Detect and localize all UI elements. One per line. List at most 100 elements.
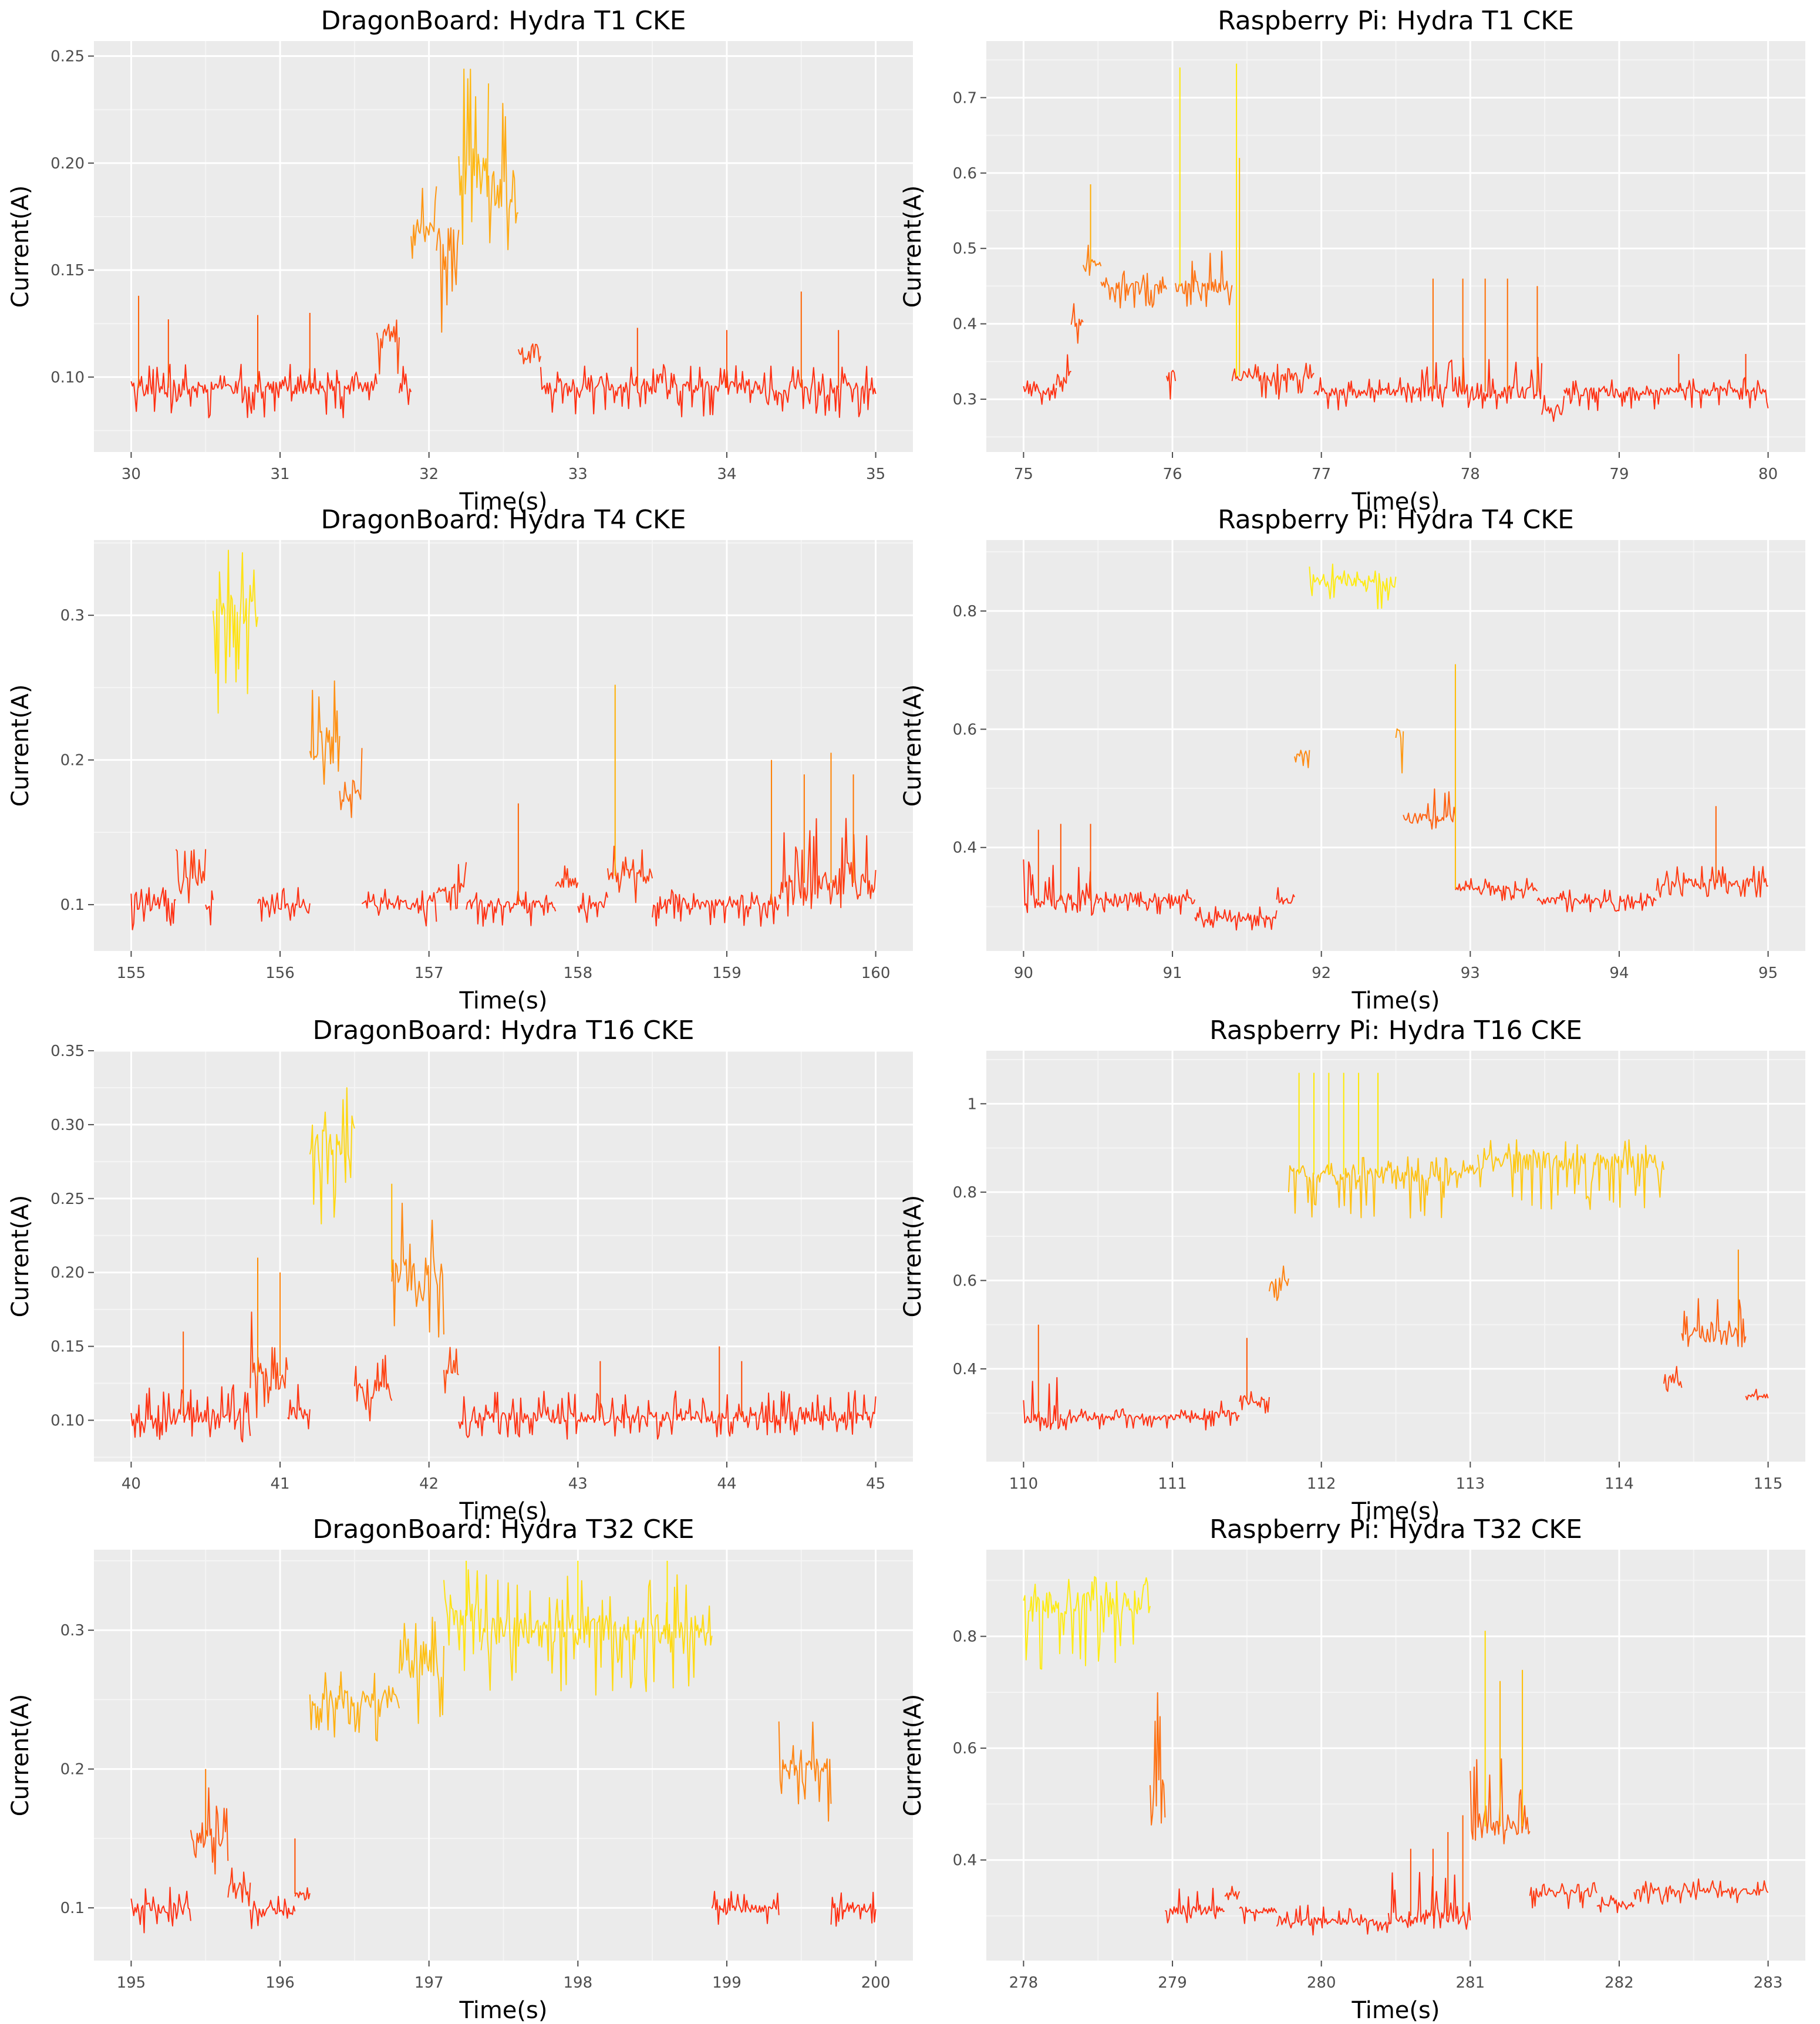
chart-title: DragonBoard: Hydra T4 CKE [321,505,686,535]
trace-segment-7 [1395,728,1404,774]
trace-segment-5 [1268,1265,1289,1301]
trace-segment-8 [1231,362,1315,400]
current-trace-series [130,549,877,930]
chart-panel-2: 75 76 77 78 79 80 0.3 0.4 0.5 0.6 0.7 Raspberry Pi:… [899,6,1805,515]
y-axis-label: Current(A) [899,1195,926,1318]
trace-segment-5 [1294,750,1310,768]
y-axis-label: Current(A) [7,185,34,308]
x-tick-label: 80 [1758,465,1778,483]
trace-segment-6 [458,68,490,245]
y-axis-label: Current(A) [899,1694,926,1817]
y-tick-label: 0.8 [953,603,977,620]
trace-segment-12 [830,1891,877,1927]
trace-segment-7 [1175,251,1233,308]
chart-title: Raspberry Pi: Hydra T1 CKE [1218,6,1574,36]
trace-segment-4 [212,549,258,714]
trace-segment-3 [1070,303,1084,344]
x-tick-label: 283 [1754,1974,1783,1992]
trace-segment-1 [130,1384,251,1443]
trace-segment-8 [1403,788,1456,830]
x-tick-label: 40 [122,1475,141,1493]
trace-segment-4 [1224,1885,1241,1901]
x-tick-label: 90 [1014,964,1033,982]
trace-segment-3 [1165,1887,1225,1924]
x-tick-label: 94 [1609,964,1629,982]
y-tick-label: 0.3 [953,391,977,409]
x-tick-label: 30 [122,465,141,483]
trace-segment-10 [466,890,557,927]
y-tick-label: 0.30 [50,1116,85,1134]
y-axis-label: Current(A) [7,1195,34,1318]
trace-segment-5 [353,1355,393,1422]
chart-panel-1: 30 31 32 33 34 35 0.10 0.15 0.20 0.25 DragonBoard:… [7,6,913,515]
trace-segment-8 [361,889,437,927]
trace-segment-5 [436,227,460,333]
y-tick-label: 0.4 [953,1852,977,1870]
trace-segment-1 [1023,1377,1061,1432]
x-tick-label: 33 [568,465,588,483]
chart-panel-6: 110 111 112 113 114 115 0.4 0.6 0.8 1 Raspberry Pi… [899,1016,1805,1525]
trace-segment-3 [287,1384,311,1429]
trace-segment-1 [1023,380,1057,405]
x-tick-label: 156 [265,964,295,982]
trace-segment-9 [1313,377,1419,411]
trace-segment-11 [1656,866,1768,898]
trace-segment-1 [130,887,176,930]
trace-segment-11 [555,865,579,888]
trace-segment-3 [1194,906,1278,931]
trace-segment-9 [480,1574,713,1696]
x-axis-label: Time(s) [1351,1997,1440,2022]
y-tick-label: 0.35 [50,1043,85,1060]
trace-segment-4 [250,1895,296,1929]
trace-segment-2 [1060,1408,1211,1431]
chart-title: Raspberry Pi: Hydra T16 CKE [1209,1016,1582,1045]
trace-segment-10 [1596,1895,1635,1914]
trace-segment-10 [1536,889,1657,913]
x-tick-label: 196 [265,1974,295,1992]
chart-panel-8: 278 279 280 281 282 283 0.4 0.6 0.8 Raspberry Pi:… [899,1514,1805,2024]
x-axis-label: Time(s) [1351,1498,1440,1525]
x-tick-label: 160 [861,964,891,982]
y-tick-label: 0.3 [60,607,85,625]
trace-segment-4 [309,1087,355,1224]
x-tick-label: 155 [117,964,146,982]
chart-title: Raspberry Pi: Hydra T32 CKE [1209,1514,1582,1544]
trace-segment-8 [443,1569,482,1671]
trace-segment-8 [458,1390,877,1440]
x-tick-label: 157 [414,964,444,982]
y-tick-label: 0.1 [60,1900,85,1917]
x-tick-label: 91 [1162,964,1182,982]
x-tick-label: 159 [712,964,742,982]
x-axis-label: Time(s) [1351,488,1440,515]
y-tick-label: 0.4 [953,316,977,333]
trace-segment-2 [1150,1692,1166,1826]
x-tick-label: 44 [717,1475,736,1493]
y-tick-label: 0.6 [953,721,977,738]
trace-segment-2 [376,319,400,375]
y-tick-label: 0.1 [60,896,85,914]
x-tick-label: 200 [861,1974,891,1992]
y-axis-label: Current(A) [899,185,926,308]
x-tick-label: 112 [1307,1475,1336,1493]
x-tick-label: 158 [563,964,592,982]
trace-segment-5 [1239,1906,1278,1924]
x-tick-label: 111 [1158,1475,1187,1493]
x-axis-label: Time(s) [1351,987,1440,1014]
trace-segment-3 [399,366,412,405]
trace-segment-8 [517,343,541,365]
x-axis-label: Time(s) [459,1997,548,2022]
x-tick-label: 92 [1312,964,1331,982]
trace-segment-3 [1209,1400,1240,1427]
x-tick-label: 41 [270,1475,289,1493]
x-tick-label: 93 [1461,964,1480,982]
trace-segment-5 [1100,270,1167,309]
trace-segment-2 [1056,354,1071,392]
x-axis-label: Time(s) [459,987,548,1014]
chart-panel-5: 40 41 42 43 44 45 0.10 0.15 0.20 0.25 0.30 0.35 Drag… [7,1016,913,1525]
chart-title: DragonBoard: Hydra T16 CKE [312,1016,694,1045]
trace-segment-6 [1165,370,1177,400]
y-tick-label: 0.10 [50,1412,85,1429]
trace-segment-10 [1417,356,1543,410]
current-trace-series [1023,63,1769,422]
